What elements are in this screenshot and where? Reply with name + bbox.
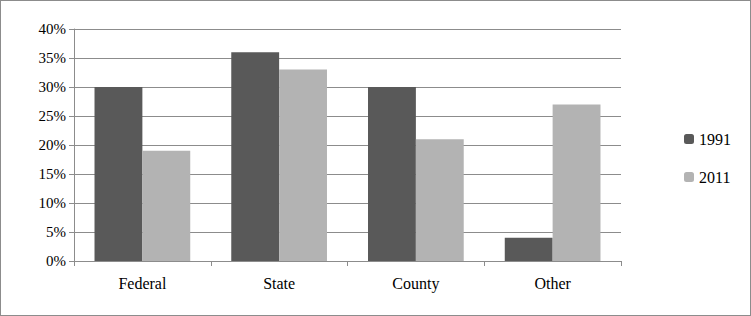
svg-text:30%: 30% [39,79,67,95]
svg-text:1991: 1991 [699,131,731,148]
svg-text:Other: Other [534,275,571,292]
svg-text:40%: 40% [39,21,67,37]
svg-text:State: State [263,275,295,292]
svg-text:35%: 35% [39,50,67,66]
svg-text:25%: 25% [39,108,67,124]
svg-text:0%: 0% [46,253,66,269]
svg-text:10%: 10% [39,195,67,211]
svg-text:2011: 2011 [699,169,730,186]
svg-text:15%: 15% [39,166,67,182]
svg-text:Federal: Federal [118,275,167,292]
svg-text:5%: 5% [46,224,66,240]
svg-text:20%: 20% [39,137,67,153]
svg-text:County: County [392,275,439,293]
